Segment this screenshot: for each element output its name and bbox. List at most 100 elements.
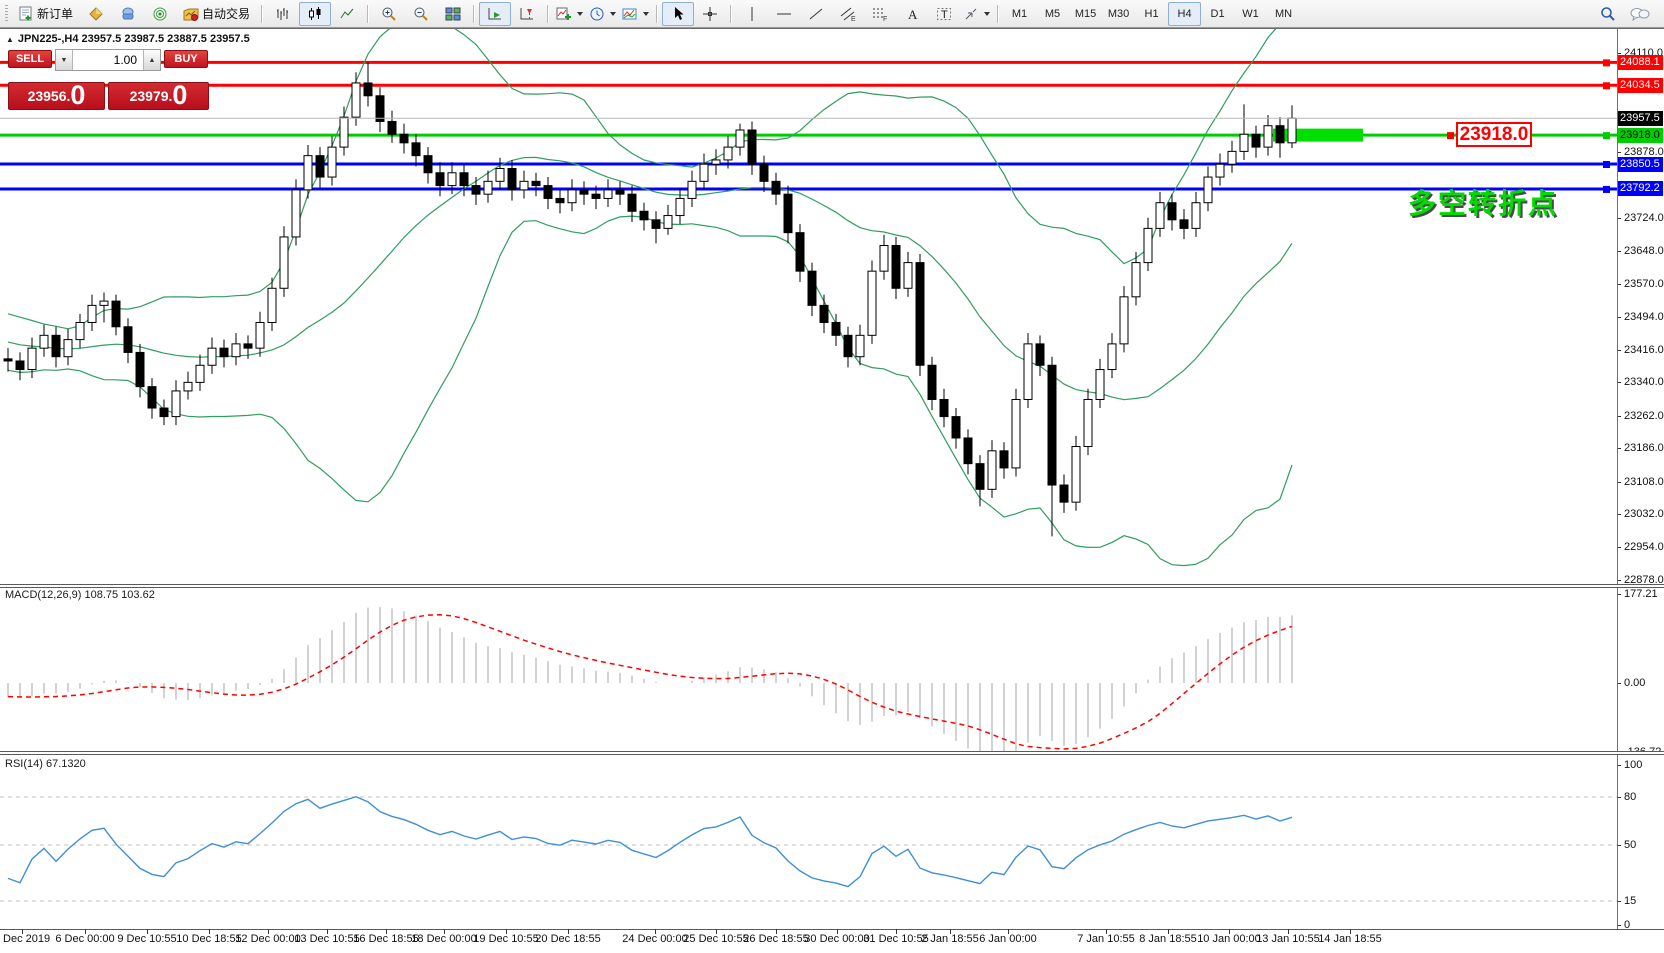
- text-button[interactable]: A: [896, 2, 928, 26]
- zoom-out-button[interactable]: [405, 2, 437, 26]
- candle-body: [1035, 343, 1045, 366]
- profiles-button[interactable]: [80, 2, 112, 26]
- highlight-zone-rectangle[interactable]: [1273, 128, 1363, 142]
- rsi-label: RSI(14) 67.1320: [5, 758, 86, 770]
- candle-body: [927, 364, 937, 400]
- candle-body: [783, 193, 793, 234]
- price-tick: [1617, 547, 1621, 548]
- buy-price-button[interactable]: 23979. 0: [108, 82, 209, 110]
- line-handle-marker[interactable]: [1603, 161, 1610, 169]
- volume-increase-button[interactable]: ▲: [143, 50, 160, 70]
- indicators-dropdown[interactable]: [619, 2, 652, 26]
- zoom-in-button[interactable]: [373, 2, 405, 26]
- time-axis-label: 16 Dec 18:55: [353, 933, 419, 945]
- indicators-icon: [622, 8, 637, 19]
- time-axis-label: 7 Jan 10:55: [1077, 933, 1135, 945]
- cursor-button[interactable]: [662, 1, 695, 26]
- candle-body: [279, 236, 289, 289]
- bar-chart-button[interactable]: [267, 2, 299, 26]
- sell-price-button[interactable]: 23956. 0: [8, 82, 105, 110]
- timeframe-button-M15[interactable]: M15: [1074, 7, 1097, 20]
- one-click-collapse-arrow[interactable]: ▲: [6, 34, 14, 44]
- candle-body: [1023, 343, 1033, 400]
- candle-body: [1131, 262, 1141, 298]
- price-tick: [1617, 53, 1621, 54]
- volume-input[interactable]: [73, 50, 143, 70]
- panel-separator[interactable]: [0, 751, 1664, 755]
- candle-body: [291, 189, 301, 238]
- text-label-button[interactable]: T: [928, 2, 960, 26]
- rsi-line: [7, 795, 1293, 888]
- price-tick-label: 23262.0: [1624, 410, 1664, 422]
- candle-body: [1215, 163, 1225, 178]
- candle-body: [819, 304, 829, 323]
- chart-shift-icon: [520, 7, 534, 19]
- price-badge: 24034.5: [1618, 78, 1663, 93]
- candle-body: [831, 321, 841, 336]
- chat-button[interactable]: [1624, 2, 1656, 26]
- equidistant-channel-button[interactable]: E: [832, 2, 864, 26]
- crosshair-icon: [703, 6, 718, 21]
- timeframe-button-M30[interactable]: M30: [1107, 7, 1130, 20]
- candle-body: [39, 334, 49, 349]
- candle-body: [723, 146, 733, 161]
- new-chart-dropdown[interactable]: [553, 2, 586, 26]
- candle-body: [759, 163, 769, 182]
- line-handle-marker[interactable]: [1603, 132, 1610, 140]
- search-button[interactable]: [1592, 2, 1624, 26]
- rsi-indicator-panel[interactable]: [0, 755, 1664, 929]
- timeframe-button-H1[interactable]: H1: [1144, 7, 1159, 20]
- terminal-button[interactable]: [112, 2, 144, 26]
- volume-decrease-button[interactable]: ▼: [56, 50, 73, 70]
- signal-button[interactable]: [144, 2, 176, 26]
- candle-body: [843, 334, 853, 358]
- crosshair-button[interactable]: [694, 2, 726, 26]
- candle-body: [51, 334, 61, 358]
- candle-body: [675, 197, 685, 217]
- candle-body: [195, 364, 205, 383]
- chart-annotation-text[interactable]: 多空转折点: [1408, 188, 1559, 219]
- autotrading-button[interactable]: 自动交易: [176, 2, 257, 26]
- macd-indicator-panel[interactable]: [0, 588, 1664, 751]
- line-chart-button[interactable]: [331, 2, 363, 26]
- line-handle-marker[interactable]: [1603, 185, 1610, 193]
- horizontal-line-button[interactable]: [768, 2, 800, 26]
- candle-body: [855, 334, 865, 358]
- horizontal-line-price-tag[interactable]: 23918.0: [1456, 122, 1532, 147]
- candle-body: [303, 155, 313, 191]
- new-order-button[interactable]: 新订单: [11, 2, 80, 26]
- timeframe-button-H4[interactable]: H4: [1168, 1, 1202, 26]
- price-tick-label: 23724.0: [1624, 212, 1664, 224]
- time-axis-tick: [655, 929, 656, 934]
- time-axis-tick: [327, 929, 328, 934]
- arrows-dropdown[interactable]: [960, 2, 993, 26]
- tile-windows-button[interactable]: [437, 2, 469, 26]
- auto-scroll-button[interactable]: [479, 1, 512, 26]
- panel-separator[interactable]: [0, 584, 1664, 588]
- sell-button[interactable]: SELL: [8, 50, 52, 68]
- timeframe-button-M5[interactable]: M5: [1044, 7, 1061, 20]
- vertical-line-button[interactable]: [736, 2, 768, 26]
- candlestick-chart-button[interactable]: [299, 1, 332, 26]
- time-axis-tick: [85, 929, 86, 934]
- main-price-chart[interactable]: [0, 28, 1664, 584]
- timeframe-button-D1[interactable]: D1: [1210, 7, 1225, 20]
- trendline-button[interactable]: [800, 2, 832, 26]
- search-icon: [1601, 6, 1615, 21]
- timeframe-button-M1[interactable]: M1: [1011, 7, 1028, 20]
- rsi-level-label: 15: [1624, 895, 1637, 907]
- timeframe-button-W1[interactable]: W1: [1242, 7, 1259, 20]
- candle-body: [903, 262, 913, 289]
- zoom-in-icon: [382, 7, 396, 21]
- candle-body: [207, 347, 217, 366]
- rsi-tick: [1617, 925, 1621, 926]
- fibonacci-button[interactable]: F: [864, 2, 896, 26]
- periods-dropdown[interactable]: [586, 2, 619, 26]
- candle-body: [399, 133, 409, 144]
- bollinger-band-l: [7, 215, 1293, 567]
- chart-shift-button[interactable]: [511, 2, 543, 26]
- line-handle-marker[interactable]: [1603, 82, 1610, 90]
- line-handle-marker[interactable]: [1603, 59, 1610, 67]
- timeframe-button-MN[interactable]: MN: [1274, 7, 1293, 20]
- buy-button[interactable]: BUY: [164, 50, 208, 68]
